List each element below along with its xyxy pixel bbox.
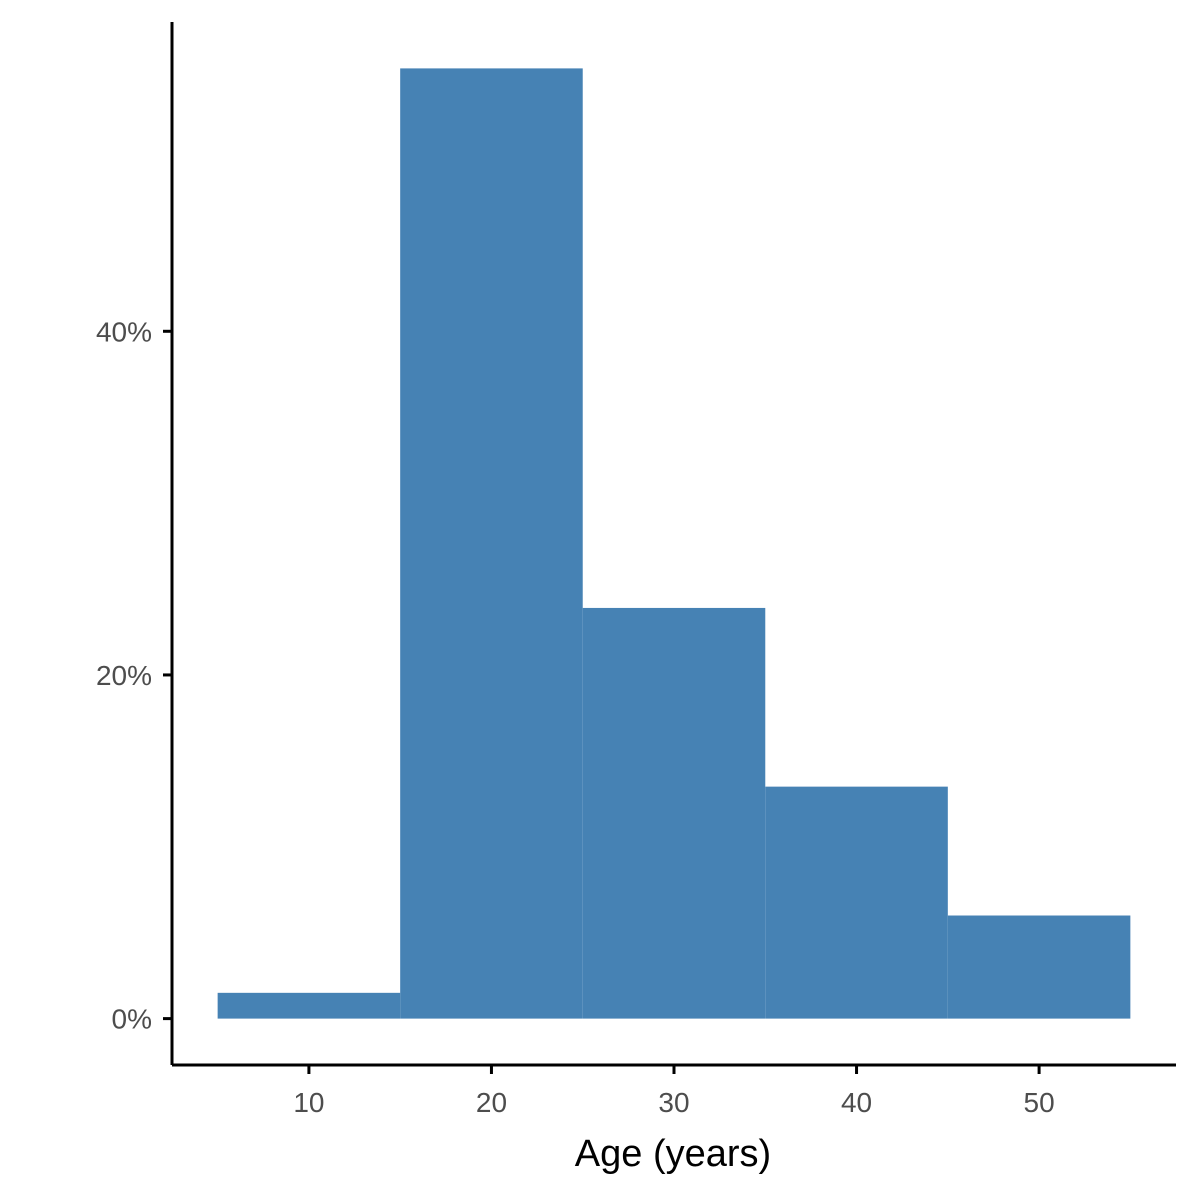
x-tick-label: 50	[1024, 1087, 1055, 1118]
histogram-bar-3	[582, 607, 766, 1019]
histogram-bar-5	[947, 915, 1131, 1019]
histogram-bar-2	[400, 68, 583, 1019]
x-axis-title: Age (years)	[575, 1133, 771, 1175]
histogram-bars	[217, 68, 1131, 1019]
x-tick-label: 30	[658, 1087, 689, 1118]
y-axis: 0% 20% 40%	[96, 22, 174, 1065]
y-tick-label: 20%	[96, 660, 152, 691]
x-tick-label: 20	[476, 1087, 507, 1118]
y-tick-label: 0%	[112, 1004, 152, 1035]
x-axis: 10 20 30 40 50	[172, 1063, 1176, 1118]
x-tick-label: 10	[293, 1087, 324, 1118]
y-tick-label: 40%	[96, 316, 152, 347]
x-tick-label: 40	[841, 1087, 872, 1118]
histogram-bar-1	[217, 992, 401, 1019]
histogram-bar-4	[765, 786, 948, 1019]
